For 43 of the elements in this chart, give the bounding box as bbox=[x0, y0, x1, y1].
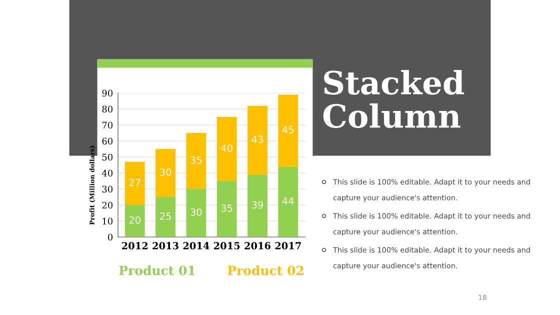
data-label: 35 bbox=[190, 156, 202, 164]
data-label: 25 bbox=[160, 212, 171, 220]
x-tick-label: 2016 bbox=[244, 242, 270, 250]
y-tick-label: 90 bbox=[102, 90, 113, 97]
data-label: 30 bbox=[190, 208, 202, 216]
bar bbox=[278, 166, 298, 237]
y-tick-label: 10 bbox=[102, 218, 113, 225]
y-tick-label: 60 bbox=[102, 138, 113, 145]
y-tick-label: 70 bbox=[102, 122, 113, 129]
x-tick-label: 2017 bbox=[275, 242, 301, 250]
y-tick-label: 80 bbox=[102, 106, 113, 113]
bar bbox=[124, 205, 145, 237]
bar bbox=[278, 94, 298, 167]
y-tick-label: 40 bbox=[102, 170, 113, 177]
x-tick-label: 2012 bbox=[122, 242, 148, 250]
data-label: 20 bbox=[129, 216, 140, 224]
x-tick-label: 2014 bbox=[183, 242, 210, 250]
text: Product 01 bbox=[119, 266, 195, 276]
x-tick-label: 2013 bbox=[152, 242, 178, 250]
y-tick-label: 0 bbox=[108, 234, 113, 241]
data-label: 35 bbox=[221, 204, 232, 212]
x-tick-label: 2015 bbox=[214, 242, 240, 250]
bar bbox=[216, 117, 237, 181]
bar bbox=[156, 197, 176, 237]
data-label: 44 bbox=[282, 197, 294, 204]
text: Product 02 bbox=[228, 266, 304, 276]
bar bbox=[186, 133, 206, 189]
data-label: 45 bbox=[282, 126, 294, 134]
y-tick-label: 50 bbox=[102, 154, 113, 161]
bar bbox=[186, 189, 206, 237]
y-tick-label: 20 bbox=[102, 202, 113, 209]
bar bbox=[216, 181, 237, 237]
data-label: 27 bbox=[129, 178, 140, 186]
data-label: 43 bbox=[252, 136, 263, 144]
data-label: 30 bbox=[160, 168, 172, 176]
bar bbox=[156, 149, 176, 197]
data-label: 39 bbox=[252, 201, 263, 209]
y-tick-label: 30 bbox=[102, 186, 113, 193]
bar bbox=[248, 174, 268, 237]
bar bbox=[248, 106, 268, 175]
text: Stacked Column bbox=[323, 70, 464, 128]
bar bbox=[124, 162, 145, 205]
data-label: 40 bbox=[221, 144, 232, 152]
